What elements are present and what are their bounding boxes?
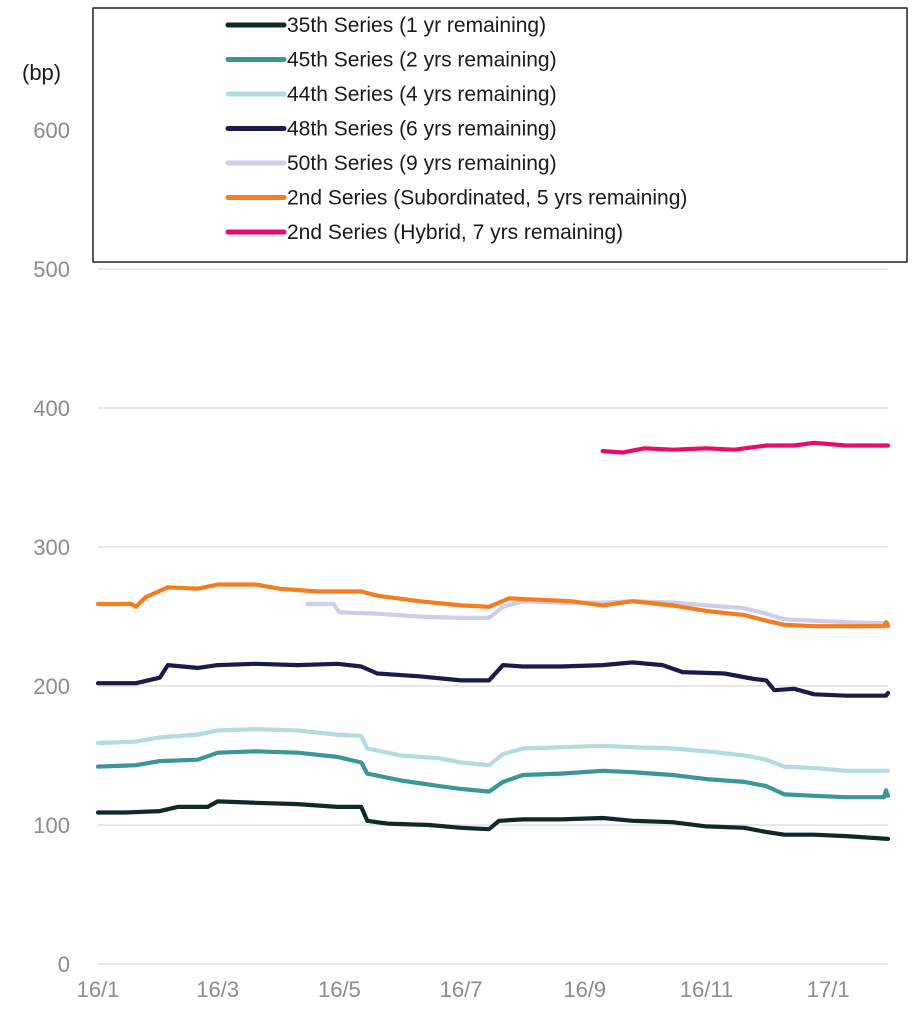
x-tick-label: 16/9: [563, 977, 606, 1002]
series-line-5: [95, 582, 891, 629]
y-tick-label: 600: [33, 118, 70, 143]
legend: 35th Series (1 yr remaining) 45th Series …: [92, 7, 908, 263]
legend-label: 50th Series (9 yrs remaining): [287, 152, 557, 175]
y-tick-label: 200: [33, 674, 70, 699]
series-line-1: [95, 749, 891, 800]
x-axis-ticks: 16/1 16/3 16/5 16/7 16/9 16/11 17/1: [77, 977, 850, 1002]
y-tick-label: 400: [33, 396, 70, 421]
series-line-3: [95, 660, 891, 698]
y-tick-label: 300: [33, 535, 70, 560]
x-tick-label: 16/3: [196, 977, 239, 1002]
series-line-6: [600, 440, 891, 455]
legend-label: 45th Series (2 yrs remaining): [287, 49, 557, 72]
series-line-2: [95, 726, 891, 773]
legend-label: 2nd Series (Subordinated, 5 yrs remainin…: [287, 187, 687, 210]
x-tick-label: 16/5: [318, 977, 361, 1002]
legend-label: 48th Series (6 yrs remaining): [287, 118, 557, 141]
y-axis-ticks: 0 100 200 300 400 500 600: [33, 118, 70, 977]
x-tick-label: 17/1: [807, 977, 850, 1002]
legend-label: 2nd Series (Hybrid, 7 yrs remaining): [287, 221, 623, 244]
series-line-0: [95, 799, 891, 842]
y-tick-label: 100: [33, 813, 70, 838]
x-tick-label: 16/7: [440, 977, 483, 1002]
x-tick-label: 16/11: [680, 977, 733, 1002]
y-axis-unit-label: (bp): [22, 60, 61, 85]
legend-box: [92, 7, 908, 263]
legend-label: 35th Series (1 yr remaining): [287, 14, 546, 37]
legend-label: 44th Series (4 yrs remaining): [287, 83, 557, 106]
series-lines: [95, 440, 891, 842]
x-tick-label: 16/1: [77, 977, 120, 1002]
y-tick-label: 0: [58, 952, 70, 977]
y-tick-label: 500: [33, 257, 70, 282]
